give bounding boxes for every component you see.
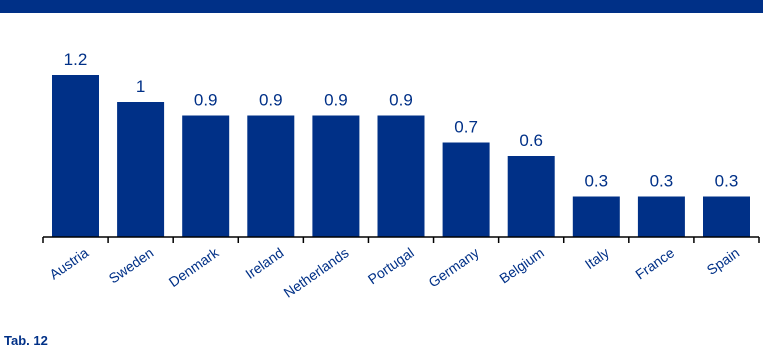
bar-sweden [117,102,165,237]
header-band [0,0,763,13]
category-label: Portugal [365,244,417,287]
category-label: France [632,244,677,282]
value-label: 0.3 [584,172,608,191]
bar-austria [52,75,99,237]
value-label: 0.6 [519,131,543,150]
category-label: Belgium [496,244,547,286]
bar-denmark [182,115,230,237]
value-label: 0.9 [389,91,413,110]
bar-portugal [377,115,425,237]
value-label: 0.9 [194,91,218,110]
bar-france [637,196,685,237]
bars-group [52,75,750,237]
bar-ireland [247,115,295,237]
value-label: 1.2 [64,50,88,69]
table-footnote: Tab. 12 [4,333,48,348]
bar-germany [442,142,490,237]
category-label: Germany [425,244,481,290]
bar-italy [572,196,620,237]
category-label: Sweden [106,244,157,286]
bar-netherlands [312,115,360,237]
category-label: Denmark [166,244,223,290]
category-label: Netherlands [281,244,352,300]
bar-spain [703,196,750,237]
bar-belgium [507,156,555,237]
value-labels-group: 1.2 1 0.9 0.9 0.9 0.9 0.7 0.6 0.3 0.3 0.3 [64,50,739,191]
value-label: 0.9 [259,91,283,110]
value-label: 0.3 [650,172,674,191]
value-label: 0.9 [324,91,348,110]
category-label: Ireland [242,244,286,282]
x-axis-ticks [42,237,760,243]
category-label: Spain [704,244,743,278]
value-label: 0.7 [454,118,478,137]
category-label: Austria [46,244,91,282]
category-label: Italy [582,244,612,272]
value-label: 0.3 [715,172,739,191]
value-label: 1 [136,77,145,96]
